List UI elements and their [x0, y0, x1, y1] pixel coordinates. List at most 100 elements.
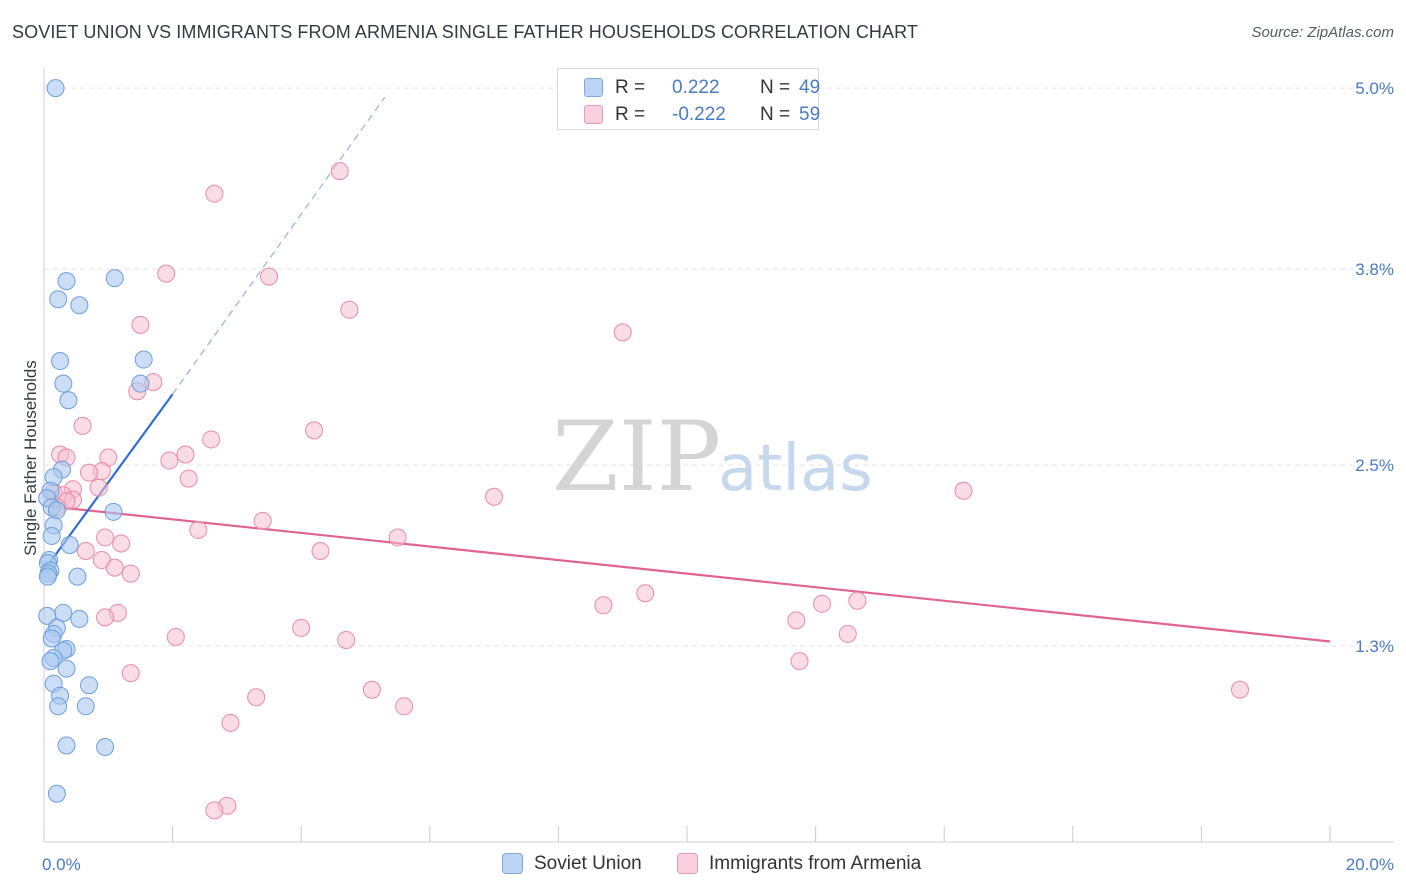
- armenia-point: [205, 801, 224, 820]
- armenia-point: [362, 680, 381, 699]
- armenia-point: [202, 430, 221, 449]
- armenia-point: [166, 627, 185, 646]
- armenia-point: [330, 162, 349, 181]
- armenia-point: [260, 267, 279, 286]
- correlation-legend: R = 0.222 N = 49 R = -0.222 N = 59: [557, 68, 821, 130]
- armenia-point: [292, 618, 311, 637]
- series-swatch-pink: [677, 853, 698, 874]
- armenia-point: [160, 451, 179, 470]
- armenia-point: [189, 520, 208, 539]
- soviet-union-point: [59, 391, 78, 410]
- armenia-point: [205, 184, 224, 203]
- soviet-union-point: [38, 606, 57, 625]
- armenia-point: [311, 542, 330, 561]
- soviet-union-point: [57, 272, 76, 291]
- armenia-point: [221, 713, 240, 732]
- y-tick-label: 3.8%: [1355, 260, 1394, 279]
- soviet-union-point: [49, 697, 68, 716]
- armenia-point: [105, 558, 124, 577]
- legend-n-label: N =: [760, 77, 791, 98]
- armenia-point: [340, 300, 359, 319]
- armenia-point: [790, 652, 809, 671]
- legend-r-label: R =: [615, 104, 646, 125]
- x-tick-labels: 0.0% 20.0%: [42, 855, 1394, 874]
- armenia-point: [838, 624, 857, 643]
- armenia-trend-line: [43, 504, 1331, 643]
- soviet-union-point: [105, 269, 124, 288]
- legend-r-label: R =: [615, 77, 646, 98]
- soviet-union-point: [57, 736, 76, 755]
- soviet-union-point: [49, 290, 68, 309]
- armenia-point: [613, 323, 632, 342]
- source-label: Source: ZipAtlas.com: [1251, 24, 1394, 41]
- y-tick-label: 1.3%: [1355, 637, 1394, 656]
- soviet-union-point: [42, 526, 61, 545]
- armenia-point: [179, 469, 198, 488]
- armenia-point: [253, 511, 272, 530]
- soviet-union-point: [54, 374, 73, 393]
- armenia-point: [337, 630, 356, 649]
- armenia-point: [80, 463, 99, 482]
- soviet-union-point: [60, 535, 79, 554]
- soviet-union-point: [46, 79, 65, 98]
- gridlines: [44, 87, 1394, 647]
- series-label: Soviet Union: [534, 853, 642, 874]
- armenia-point: [247, 688, 266, 707]
- soviet-union-trend-extension: [172, 96, 386, 395]
- armenia-point: [305, 421, 324, 440]
- data-points: [38, 79, 1249, 820]
- x-tick-label: 0.0%: [42, 855, 81, 874]
- soviet-union-point: [96, 738, 115, 757]
- y-tick-label: 2.5%: [1355, 456, 1394, 475]
- watermark: ZIP atlas: [552, 401, 873, 513]
- soviet-union-point: [134, 350, 153, 369]
- soviet-union-point: [51, 352, 70, 371]
- armenia-point: [388, 528, 407, 547]
- legend-n-label: N =: [760, 104, 791, 125]
- armenia-point: [395, 697, 414, 716]
- y-axis-label: Single Father Households: [21, 360, 40, 556]
- trend-lines: [43, 96, 1331, 643]
- soviet-union-point: [41, 652, 60, 671]
- soviet-union-point: [54, 603, 73, 622]
- soviet-union-point: [68, 567, 87, 586]
- armenia-point: [121, 564, 140, 583]
- armenia-point: [121, 664, 140, 683]
- soviet-union-point: [104, 502, 123, 521]
- soviet-union-point: [70, 609, 89, 628]
- watermark-atlas: atlas: [718, 432, 873, 506]
- armenia-point: [594, 596, 613, 615]
- armenia-point: [485, 487, 504, 506]
- armenia-point: [848, 591, 867, 610]
- armenia-point: [636, 584, 655, 603]
- soviet-union-point: [38, 567, 57, 586]
- armenia-point: [131, 315, 150, 334]
- legend-swatch-blue: [584, 78, 603, 97]
- soviet-union-point: [47, 784, 66, 803]
- series-swatch-blue: [502, 853, 523, 874]
- soviet-union-point: [80, 676, 99, 695]
- armenia-point: [787, 611, 806, 630]
- legend-r-value: -0.222: [672, 104, 726, 125]
- y-tick-labels: 1.3% 2.5% 3.8% 5.0%: [1355, 79, 1394, 656]
- armenia-point: [112, 534, 131, 553]
- axes: [43, 68, 1394, 843]
- legend-n-value: 49: [799, 77, 821, 98]
- armenia-point: [954, 481, 973, 500]
- armenia-point: [89, 478, 108, 497]
- soviet-union-point: [57, 659, 76, 678]
- soviet-union-point: [70, 296, 89, 315]
- series-label: Immigrants from Armenia: [709, 853, 922, 874]
- watermark-zip: ZIP: [552, 401, 721, 513]
- armenia-point: [73, 416, 92, 435]
- armenia-point: [96, 528, 115, 547]
- armenia-point: [157, 264, 176, 283]
- soviet-union-point: [47, 501, 66, 520]
- soviet-union-point: [131, 374, 150, 393]
- legend-r-value: 0.222: [672, 77, 720, 98]
- soviet-union-point: [42, 629, 61, 648]
- y-tick-label: 5.0%: [1355, 79, 1394, 98]
- chart-title: SOVIET UNION VS IMMIGRANTS FROM ARMENIA …: [12, 22, 918, 42]
- armenia-point: [76, 542, 95, 561]
